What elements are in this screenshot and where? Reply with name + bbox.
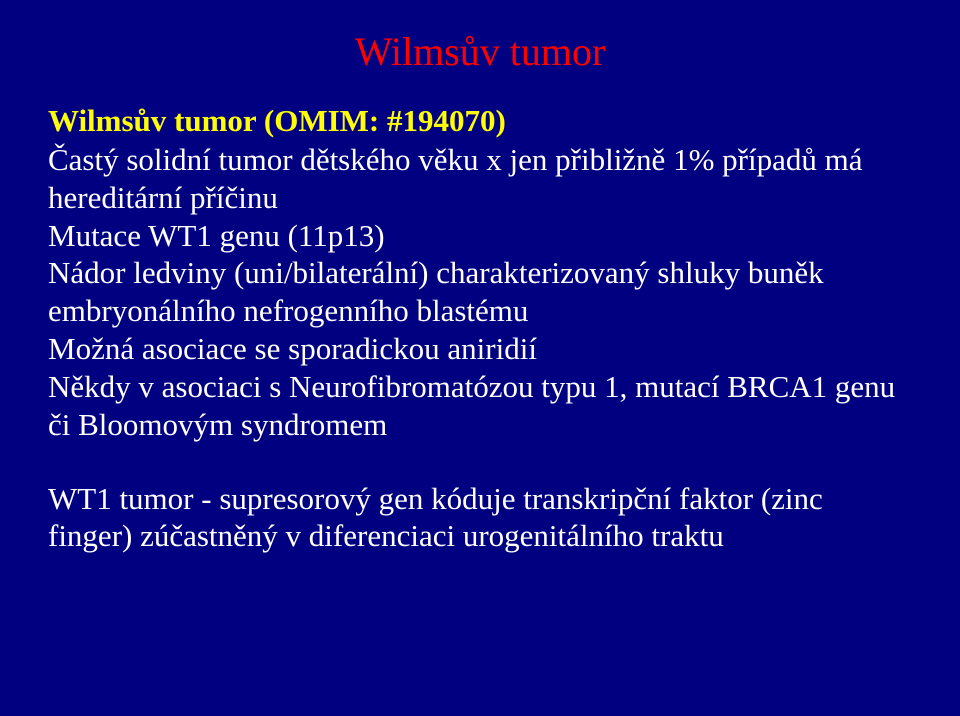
slide-heading: Wilmsův tumor (OMIM: #194070): [48, 103, 912, 139]
body-line-5: Někdy v asociaci s Neurofibromatózou typ…: [48, 368, 912, 444]
body-line-4: Možná asociace se sporadickou aniridií: [48, 330, 912, 368]
body-line-6: WT1 tumor - supresorový gen kóduje trans…: [48, 480, 912, 556]
body-line-2: Mutace WT1 genu (11p13): [48, 217, 912, 255]
body-line-1: Častý solidní tumor dětského věku x jen …: [48, 141, 912, 217]
paragraph-spacer: [48, 444, 912, 480]
body-line-3: Nádor ledviny (uni/bilaterální) charakte…: [48, 254, 912, 330]
content-block: Častý solidní tumor dětského věku x jen …: [48, 141, 912, 555]
slide: Wilmsův tumor Wilmsův tumor (OMIM: #1940…: [0, 0, 960, 716]
slide-title: Wilmsův tumor: [48, 28, 912, 75]
